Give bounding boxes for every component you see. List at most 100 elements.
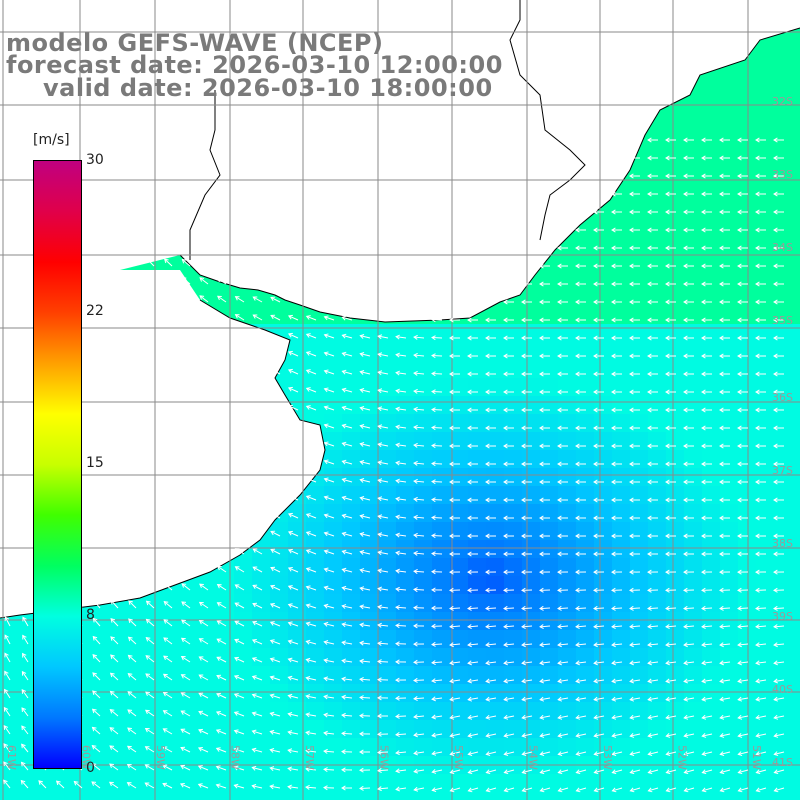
wind-arrow	[341, 732, 353, 735]
wind-arrow-head	[413, 568, 418, 574]
wind-arrow	[431, 643, 443, 646]
wind-arrow-head	[629, 497, 634, 503]
wind-arrow-head	[128, 618, 133, 624]
wind-cell	[612, 774, 630, 792]
wind-arrow	[22, 653, 29, 663]
wind-arrow-head	[287, 639, 293, 645]
wind-arrow-head	[665, 353, 670, 359]
wind-cell	[252, 720, 270, 738]
wind-arrow-head	[719, 751, 725, 757]
wind-cell	[792, 648, 800, 666]
wind-arrow-head	[395, 659, 400, 665]
wind-arrow	[504, 787, 515, 792]
wind-arrow-head	[737, 605, 742, 611]
wind-cell	[540, 558, 558, 576]
wind-cell	[234, 648, 252, 666]
wind-arrow	[164, 258, 173, 267]
wind-cell	[756, 90, 774, 108]
wind-arrow-head	[270, 530, 276, 536]
wind-cell	[342, 468, 360, 486]
wind-arrow-head	[665, 299, 670, 305]
wind-arrow-head	[234, 620, 240, 626]
wind-arrow-head	[395, 334, 400, 340]
wind-arrow-head	[611, 533, 616, 539]
wind-arrow	[217, 602, 227, 609]
wind-arrow-head	[503, 515, 508, 521]
wind-cell	[378, 792, 396, 800]
wind-arrow-head	[665, 425, 670, 431]
wind-arrow-head	[38, 780, 43, 785]
wind-arrow-head	[683, 317, 688, 323]
wind-arrow-head	[611, 443, 616, 449]
wind-arrow-head	[305, 585, 311, 591]
latitude-label: 34S	[772, 241, 793, 254]
wind-cell	[504, 774, 522, 792]
wind-cell	[792, 144, 800, 162]
wind-arrow-head	[557, 443, 562, 449]
wind-arrow	[594, 643, 605, 646]
wind-cell	[432, 774, 450, 792]
wind-arrow-head	[145, 655, 151, 660]
wind-arrow	[396, 570, 407, 573]
wind-arrow-head	[773, 191, 778, 197]
wind-cell	[378, 378, 396, 396]
wind-arrow-head	[683, 787, 689, 793]
wind-arrow	[738, 715, 749, 719]
wind-cell	[792, 468, 800, 486]
wind-arrow-head	[180, 656, 186, 661]
wind-arrow-head	[198, 656, 204, 661]
wind-arrow	[684, 661, 695, 664]
wind-cell	[162, 648, 180, 666]
wind-cell	[270, 684, 288, 702]
wind-cell	[738, 720, 756, 738]
wind-arrow-head	[181, 276, 187, 282]
wind-arrow	[413, 372, 425, 375]
wind-arrow-head	[359, 604, 365, 610]
wind-arrow-head	[269, 639, 275, 644]
wind-arrow-head	[539, 769, 545, 775]
wind-arrow-head	[198, 620, 204, 625]
wind-arrow-head	[395, 370, 400, 376]
wind-arrow	[413, 354, 425, 357]
wind-arrow-head	[395, 406, 400, 412]
wind-arrow	[378, 588, 389, 591]
wind-arrow-head	[431, 461, 436, 467]
wind-cell	[288, 630, 306, 648]
wind-arrow	[306, 640, 317, 645]
wind-arrow	[4, 707, 11, 717]
wind-arrow-head	[737, 245, 742, 251]
wind-arrow-head	[773, 696, 779, 702]
wind-arrow-head	[503, 642, 508, 648]
wind-cell	[756, 36, 774, 54]
wind-cell	[324, 486, 342, 504]
wind-cell	[234, 306, 252, 324]
wind-arrow	[306, 768, 317, 771]
wind-cell	[162, 666, 180, 684]
wind-arrow-head	[449, 551, 454, 557]
wind-arrow-head	[773, 155, 778, 161]
wind-arrow	[396, 354, 407, 357]
wind-arrow	[306, 659, 317, 663]
wind-arrow-head	[755, 678, 761, 684]
wind-arrow	[522, 787, 533, 792]
wind-arrow-head	[647, 281, 652, 287]
wind-arrow-head	[737, 155, 742, 161]
wind-cell	[378, 414, 396, 432]
wind-arrow-head	[737, 317, 742, 323]
wind-arrow	[630, 679, 641, 682]
wind-arrow-head	[737, 371, 742, 377]
wind-arrow	[91, 781, 101, 789]
wind-arrow-head	[737, 335, 742, 341]
wind-arrow-head	[503, 751, 509, 757]
wind-cell	[360, 378, 378, 396]
wind-arrow-head	[575, 281, 580, 287]
wind-arrow	[647, 607, 659, 610]
wind-cell	[450, 558, 468, 576]
wind-arrow-head	[55, 780, 61, 786]
wind-arrow-head	[287, 730, 293, 736]
wind-cell	[0, 774, 18, 792]
wind-arrow-head	[701, 497, 706, 503]
wind-arrow-head	[575, 443, 580, 449]
wind-arrow	[127, 745, 137, 753]
wind-arrow-head	[647, 443, 652, 449]
